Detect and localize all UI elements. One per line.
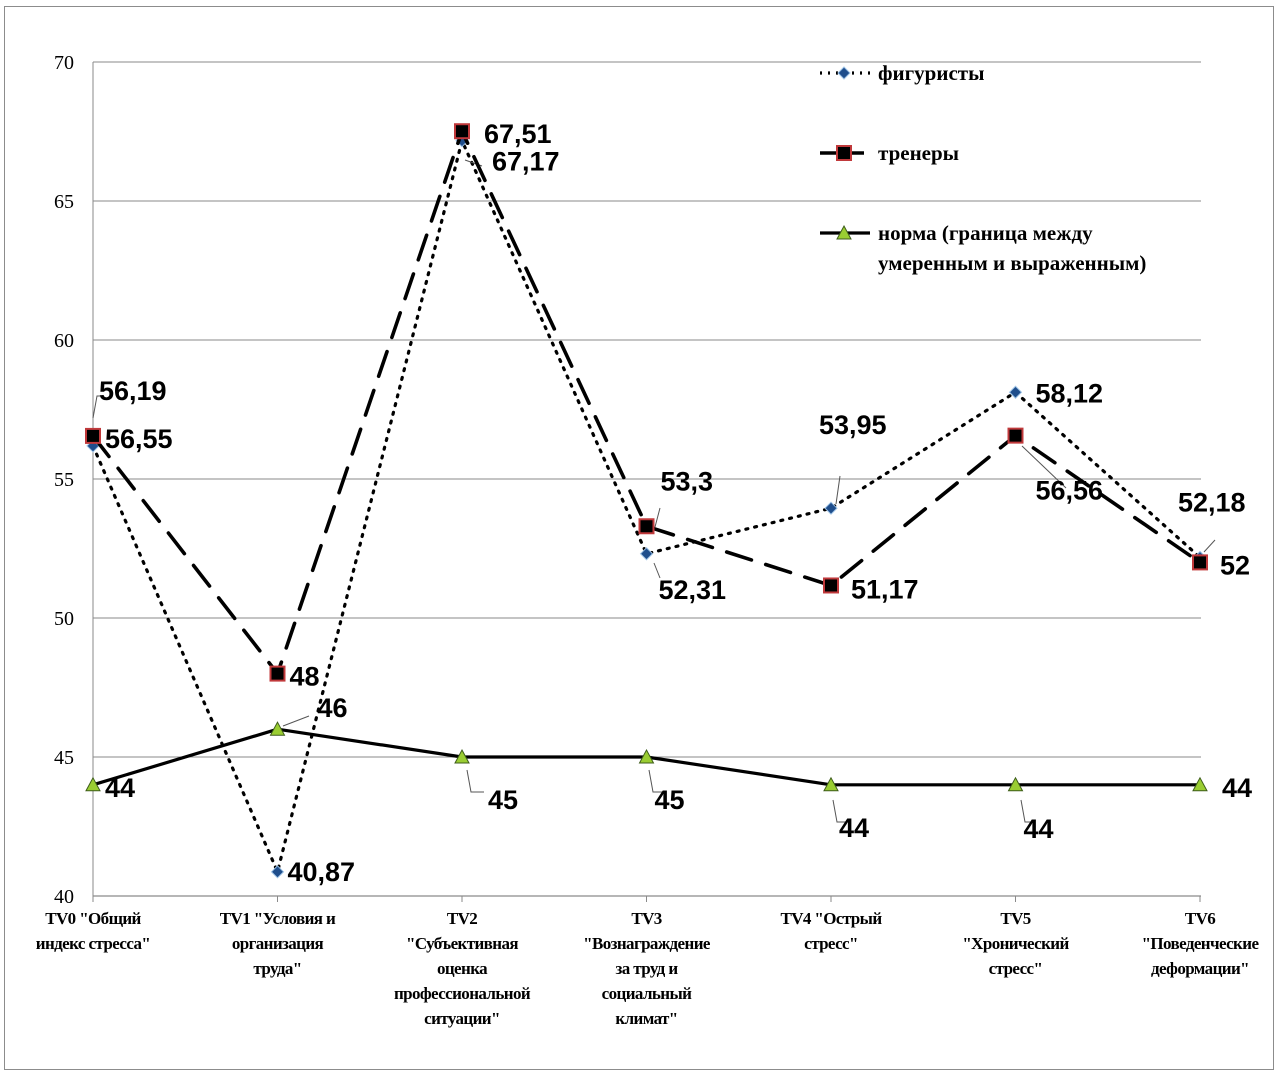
data-label: 45	[488, 785, 518, 815]
data-label: 56,55	[105, 424, 173, 454]
series-2: 44 46 45 45 44 44 44	[85, 693, 1252, 844]
data-label: 67,51	[484, 119, 552, 149]
data-point	[1007, 427, 1024, 444]
data-point	[1192, 554, 1208, 571]
data-label: 51,17	[851, 574, 919, 604]
data-label: 44	[839, 813, 869, 843]
legend-item: норма (граница между умеренным и выраженн…	[820, 221, 1146, 275]
x-tick-label: TV0 "Общий индекс стресса"	[36, 909, 150, 953]
label-leader-line	[653, 562, 661, 579]
x-tick-label: TV2 "Субъективная оценка профессиональной си…	[394, 909, 531, 1028]
data-point	[269, 665, 286, 682]
legend-label: тренеры	[878, 141, 959, 165]
label-leader-line	[92, 395, 104, 419]
legend-marker	[836, 145, 852, 161]
data-point	[1007, 776, 1024, 792]
data-label: 46	[318, 693, 348, 723]
data-label: 58,12	[1036, 378, 1104, 408]
label-leader-line	[654, 507, 661, 528]
data-point	[638, 518, 655, 535]
data-label: 56,56	[1036, 476, 1104, 506]
series-1: 56,55 48 67,51 53,3 51,17 56,56 52	[85, 119, 1250, 692]
legend: фигуристы тренеры норма (граница между умер…	[820, 61, 1146, 275]
data-point	[85, 427, 101, 444]
data-label: 45	[655, 785, 685, 815]
data-point	[1192, 776, 1208, 792]
data-label: 40,87	[288, 857, 356, 887]
label-leader-line	[835, 475, 841, 505]
data-label: 52,31	[659, 575, 727, 605]
data-point	[270, 865, 285, 879]
data-label: 53,3	[661, 466, 714, 496]
label-leader-line	[648, 769, 662, 793]
y-tick-label: 70	[54, 52, 74, 74]
data-label: 48	[290, 662, 320, 692]
y-tick-label: 60	[54, 330, 74, 352]
label-leader-line	[1203, 539, 1216, 553]
y-tick-label: 55	[54, 469, 74, 491]
data-point	[85, 776, 101, 792]
series-0: 56,19 40,87 67,17 52,31 53,95 58,12 52,18	[86, 133, 1246, 887]
legend-item: тренеры	[820, 141, 959, 165]
label-leader-line	[466, 769, 484, 793]
data-point	[1008, 385, 1023, 399]
data-label: 44	[1222, 773, 1252, 803]
series-line	[91, 129, 1202, 676]
data-label: 67,17	[492, 147, 560, 177]
x-tick-label: TV5 "Хронический стресс"	[962, 909, 1069, 978]
y-tick-label: 65	[54, 191, 74, 213]
data-label: 44	[1024, 814, 1054, 844]
legend-label: фигуристы	[878, 61, 984, 85]
data-label: 44	[105, 773, 135, 803]
legend-marker	[836, 224, 852, 240]
y-tick-label: 45	[54, 747, 74, 769]
data-point	[269, 721, 286, 736]
x-tick-label: TV1 "Условия и организация труда"	[220, 909, 336, 978]
y-tick-label: 40	[54, 886, 74, 908]
data-point	[638, 748, 655, 764]
data-label: 56,19	[99, 376, 167, 406]
data-label: 52,18	[1178, 487, 1246, 517]
chart-frame	[4, 6, 1274, 1070]
data-point	[823, 776, 839, 792]
legend-label: норма (граница между умеренным и выраженн…	[878, 221, 1146, 275]
x-tick-label: TV6 "Поведенческие деформации"	[1142, 909, 1260, 978]
legend-marker	[837, 66, 851, 80]
legend-item: фигуристы	[820, 61, 984, 85]
data-point	[823, 577, 839, 594]
data-point	[639, 547, 654, 561]
label-leader-line	[282, 715, 310, 727]
label-leader-line	[1020, 799, 1034, 823]
x-tick-label: TV3 "Вознаграждение за труд и социальный кли…	[583, 909, 711, 1028]
data-label: 53,95	[819, 410, 887, 440]
data-point	[824, 501, 838, 515]
data-point	[454, 748, 470, 764]
data-point	[454, 123, 470, 140]
y-tick-label: 50	[54, 608, 74, 630]
label-leader-line	[832, 799, 848, 823]
label-leader-line	[1021, 445, 1067, 489]
x-tick-label: TV4 "Острый стресс"	[780, 909, 882, 953]
data-label: 52	[1220, 550, 1250, 580]
y-axis: 40 45 50 55 60 65 70	[54, 52, 74, 908]
